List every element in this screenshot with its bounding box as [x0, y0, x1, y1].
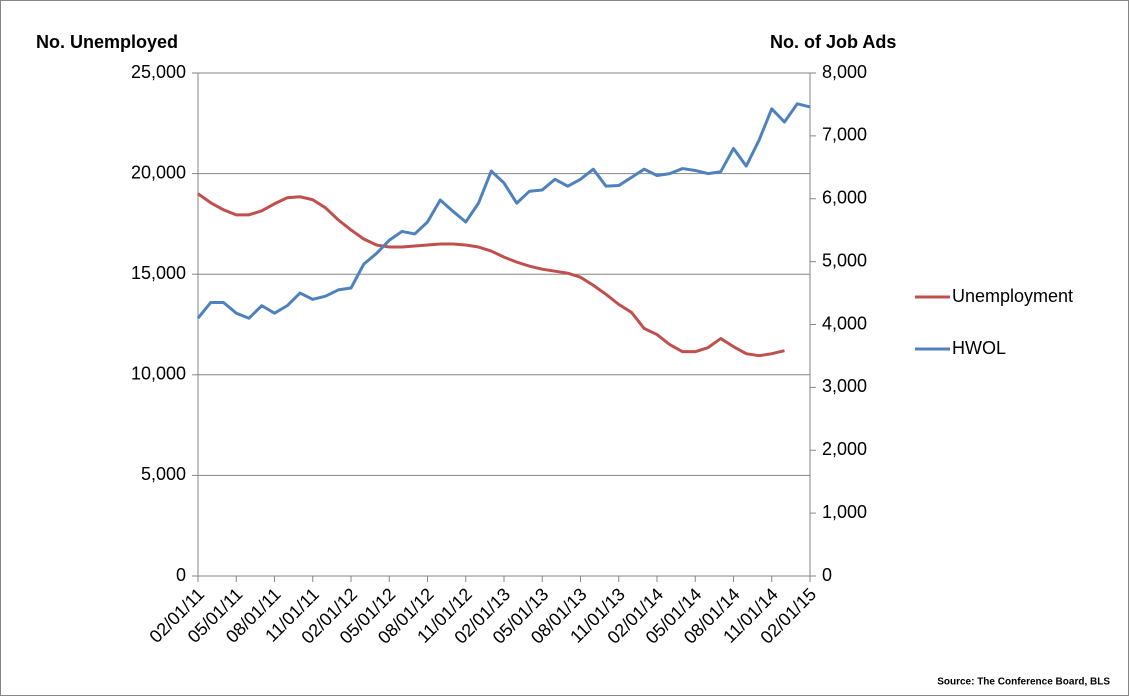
y2-tick-label: 3,000 — [822, 376, 867, 396]
y-tick-label: 25,000 — [131, 62, 186, 82]
y2-tick-label: 4,000 — [822, 313, 867, 333]
source-note: Source: The Conference Board, BLS — [937, 677, 1110, 688]
y2-tick-label: 5,000 — [822, 250, 867, 270]
y-tick-label: 0 — [176, 565, 186, 585]
y-tick-label: 15,000 — [131, 263, 186, 283]
y-tick-label: 5,000 — [141, 464, 186, 484]
y2-tick-label: 6,000 — [822, 188, 867, 208]
y-axis-title: No. Unemployed — [36, 32, 178, 52]
series-line — [197, 192, 785, 358]
legend-label: Unemployment — [952, 286, 1073, 306]
y2-tick-label: 1,000 — [822, 502, 867, 522]
series-line — [196, 102, 811, 320]
y2-axis-title: No. of Job Ads — [770, 32, 896, 52]
y2-tick-label: 2,000 — [822, 439, 867, 459]
y2-tick-label: 8,000 — [822, 62, 867, 82]
y2-tick-label: 7,000 — [822, 125, 867, 145]
y-tick-label: 20,000 — [131, 162, 186, 182]
y2-tick-label: 0 — [822, 565, 832, 585]
legend-label: HWOL — [952, 338, 1006, 358]
y-tick-label: 10,000 — [131, 364, 186, 384]
